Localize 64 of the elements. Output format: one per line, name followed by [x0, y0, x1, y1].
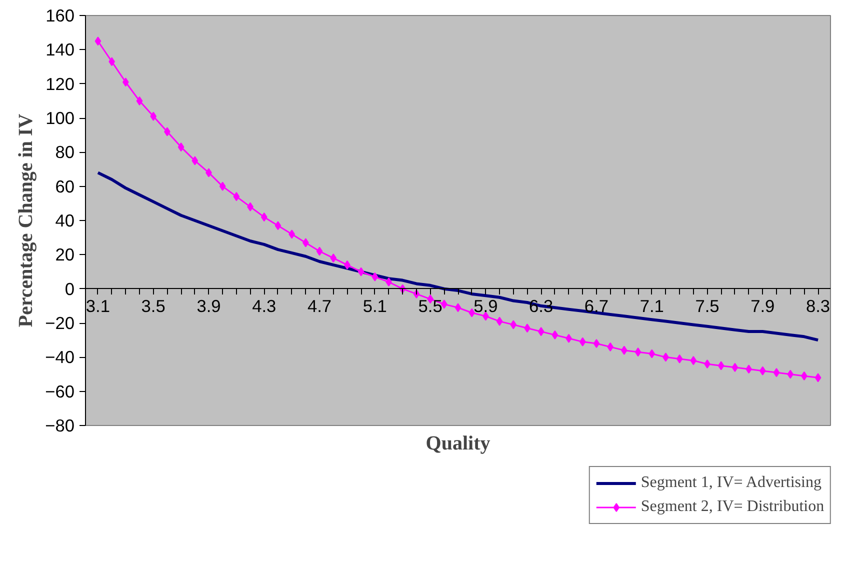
y-tick-label: 100 — [46, 108, 75, 128]
x-tick-label: 7.9 — [750, 296, 775, 316]
y-axis-title: Percentage Change in IV — [15, 113, 38, 328]
x-tick-label: 6.7 — [584, 296, 609, 316]
y-tick-label: 80 — [55, 142, 75, 162]
point — [260, 212, 268, 222]
x-tick-label: 3.9 — [196, 296, 221, 316]
point — [552, 330, 558, 340]
point — [759, 366, 766, 376]
x-tick-label: 3.1 — [86, 296, 110, 316]
point — [787, 370, 794, 379]
point — [718, 361, 724, 370]
x-tick-label: 5.9 — [474, 296, 498, 316]
point — [386, 278, 392, 286]
point — [468, 308, 476, 318]
y-tick-label: 0 — [64, 278, 75, 299]
y-tick-label: −60 — [45, 381, 75, 402]
point — [579, 337, 586, 346]
y-tick-label: 40 — [55, 210, 75, 230]
point — [690, 356, 697, 366]
x-tick-label: 3.5 — [141, 296, 166, 316]
x-tick-label: 5.5 — [418, 296, 442, 316]
point — [316, 246, 323, 256]
y-tick-label: 120 — [46, 74, 75, 94]
point — [178, 142, 184, 152]
point — [732, 362, 738, 372]
x-tick-label: 8.3 — [806, 296, 830, 316]
x-tick-label: 4.3 — [252, 296, 276, 316]
point — [150, 112, 157, 121]
point — [94, 36, 102, 46]
point — [634, 348, 642, 357]
x-axis-title: Quality — [426, 432, 490, 454]
point — [136, 96, 143, 106]
point — [372, 272, 378, 282]
x-tick-label: 4.7 — [307, 296, 332, 316]
point — [330, 254, 337, 263]
x-tick-label: 7.1 — [640, 296, 664, 316]
point — [704, 360, 710, 368]
point — [593, 339, 600, 348]
point — [676, 354, 683, 364]
point — [122, 78, 129, 87]
point — [219, 182, 226, 191]
y-tick-label: 140 — [46, 40, 75, 60]
point — [773, 368, 780, 378]
point — [648, 349, 656, 358]
y-tick-label: 160 — [46, 6, 75, 26]
legend-label: Segment 2, IV= Distribution — [640, 498, 824, 516]
point — [358, 267, 364, 276]
legend-label: Segment 1, IV= Advertising — [640, 474, 822, 492]
y-tick-label: −80 — [45, 416, 75, 436]
x-tick-label: 5.1 — [362, 296, 387, 316]
y-tick-label: −40 — [45, 347, 75, 368]
point — [496, 316, 503, 326]
point — [510, 320, 517, 330]
point — [233, 192, 240, 202]
y-tick-label: −20 — [45, 313, 75, 333]
point — [454, 303, 462, 312]
point — [814, 373, 822, 382]
y-tick-label: 60 — [55, 176, 75, 196]
point — [538, 327, 544, 336]
point — [274, 221, 282, 230]
x-tick-label: 7.5 — [695, 296, 720, 316]
y-tick-label: 20 — [55, 244, 75, 265]
point — [192, 156, 198, 166]
